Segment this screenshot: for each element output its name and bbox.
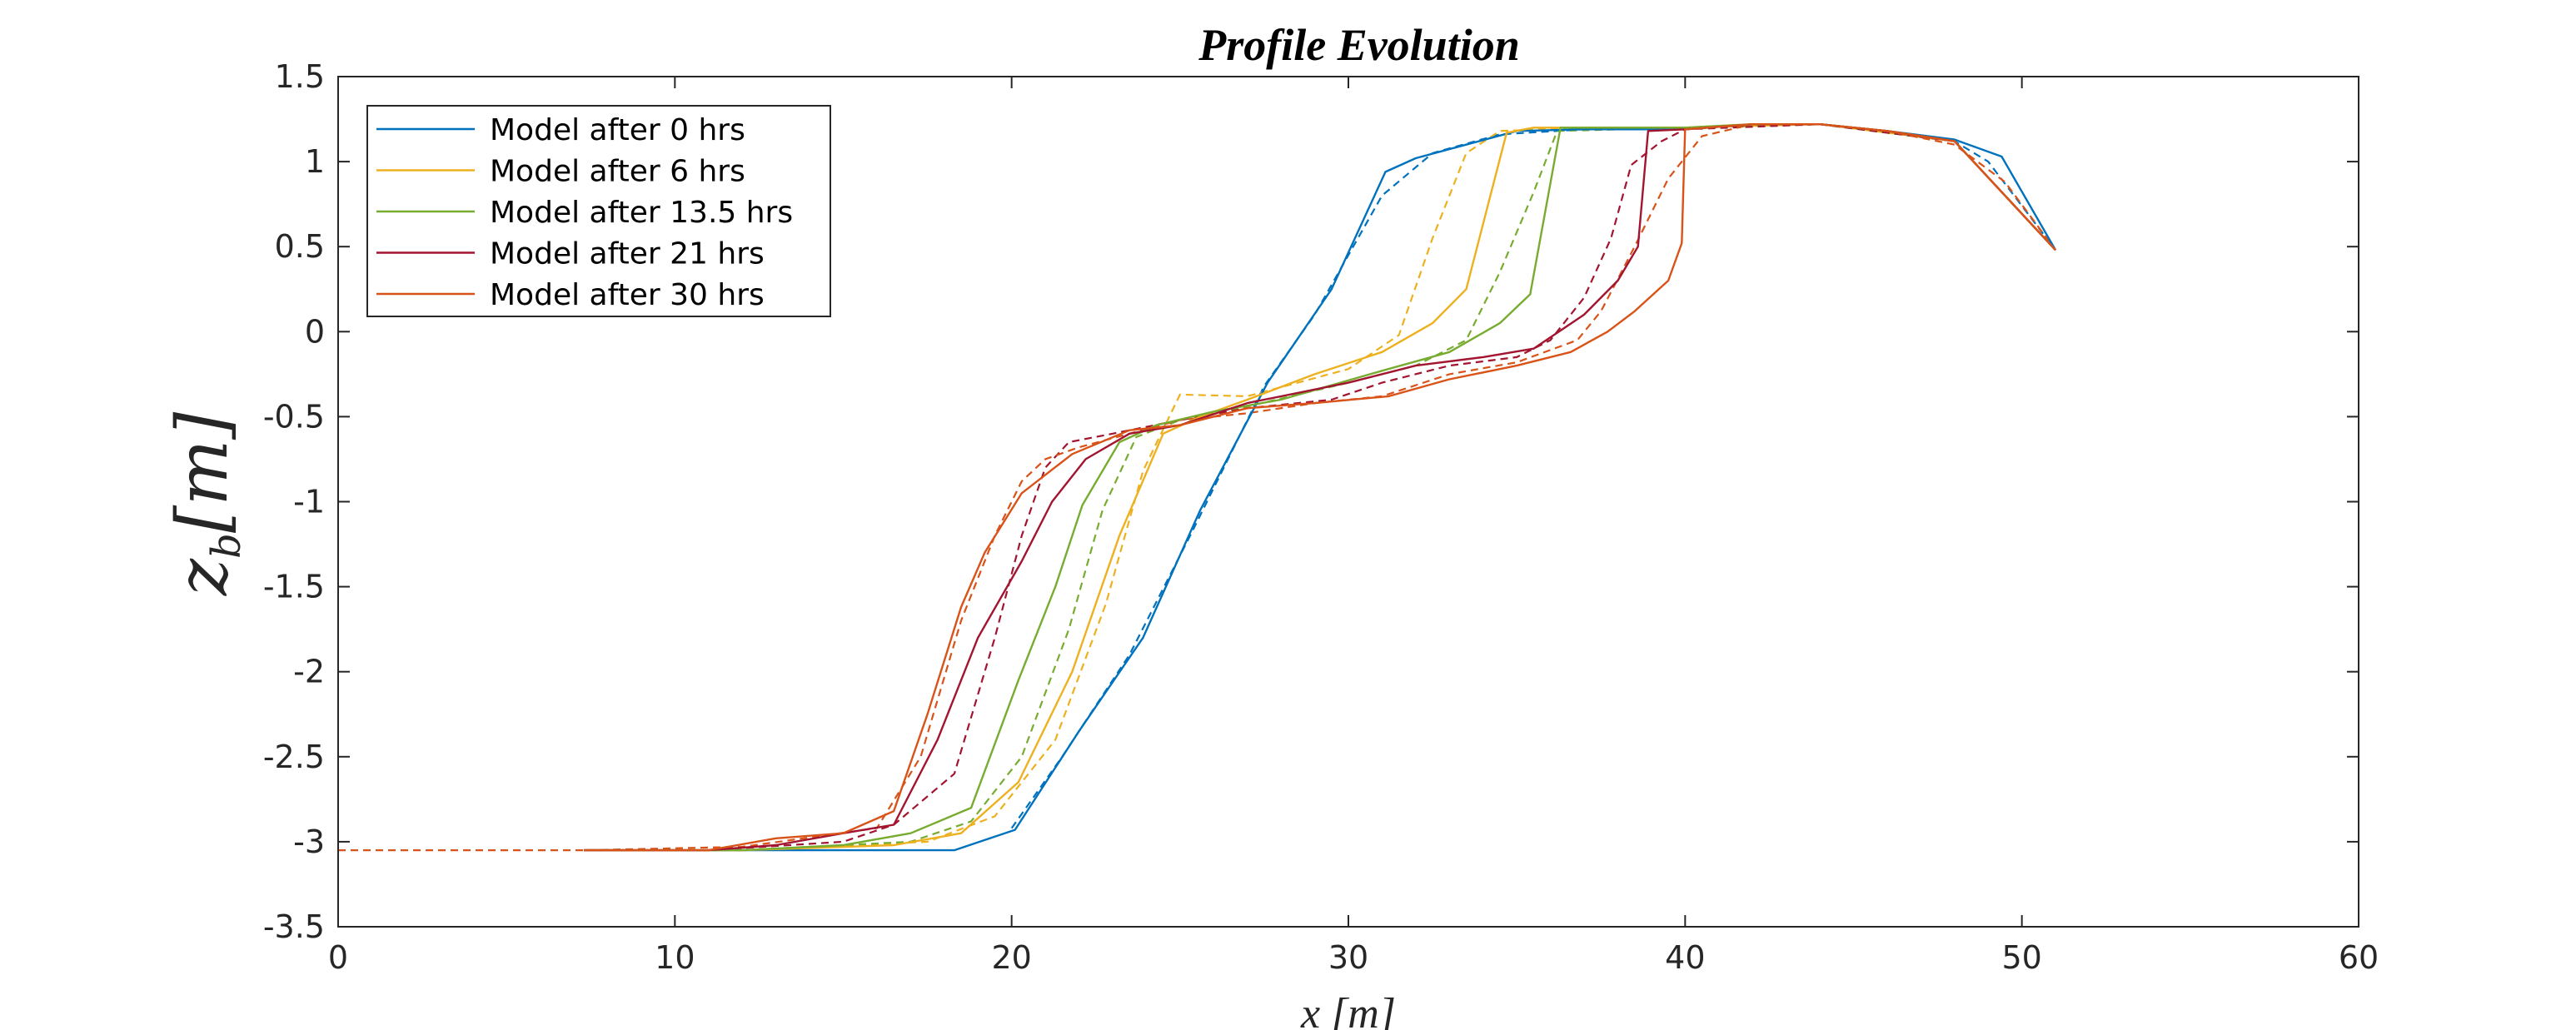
x-tick-label: 20 — [991, 939, 1031, 976]
y-tick-label: -1 — [293, 484, 325, 520]
axes-box — [337, 76, 2359, 928]
chart-title: Profile Evolution — [1198, 20, 1520, 70]
legend: Model after 0 hrs Model after 6 hrs Model … — [366, 105, 831, 317]
legend-label-0: Model after 0 hrs — [490, 113, 745, 147]
x-tick-label: 50 — [2001, 939, 2041, 976]
x-tick-label: 30 — [1328, 939, 1368, 976]
y-tick-label: -0.5 — [263, 398, 325, 435]
legend-label-4: Model after 30 hrs — [490, 278, 765, 312]
x-tick-label: 60 — [2339, 939, 2379, 976]
x-tick-label: 40 — [1665, 939, 1705, 976]
y-tick-label: 0 — [305, 313, 325, 350]
series-layer — [338, 122, 2057, 852]
x-tick-label: 10 — [655, 939, 695, 976]
y-tick-label: 1.5 — [275, 58, 325, 95]
y-tick-label: -1.5 — [263, 569, 325, 605]
y-tick-label: 1 — [305, 143, 325, 180]
y-axis-label-subscript: b — [203, 533, 250, 559]
legend-label-2: Model after 13.5 hrs — [490, 196, 793, 230]
y-axis-label-base: z — [162, 558, 243, 596]
y-tick-label: -3.5 — [263, 908, 325, 945]
series-3-measured-line — [584, 123, 2056, 852]
y-tick-label: 0.5 — [275, 228, 325, 265]
legend-label-3: Model after 21 hrs — [490, 237, 765, 271]
x-axis-label: x [m] — [1300, 990, 1396, 1030]
y-axis-label-unit: [m] — [162, 412, 243, 533]
y-tick-label: -3 — [293, 824, 325, 860]
series-1-measured-line — [584, 123, 2056, 852]
y-tick-label: -2.5 — [263, 739, 325, 775]
y-tick-label: -2 — [293, 654, 325, 690]
series-4-model-line — [584, 122, 2056, 852]
x-tick-label: 0 — [328, 939, 348, 976]
axis-ticks: 0 10 20 30 40 50 60 -3.5 -3 -2.5 -2 -1.5 -1 -0.5 0 0.5 1… — [263, 58, 2379, 976]
legend-label-1: Model after 6 hrs — [490, 155, 745, 189]
y-axis-label: zb[m] — [162, 412, 250, 596]
